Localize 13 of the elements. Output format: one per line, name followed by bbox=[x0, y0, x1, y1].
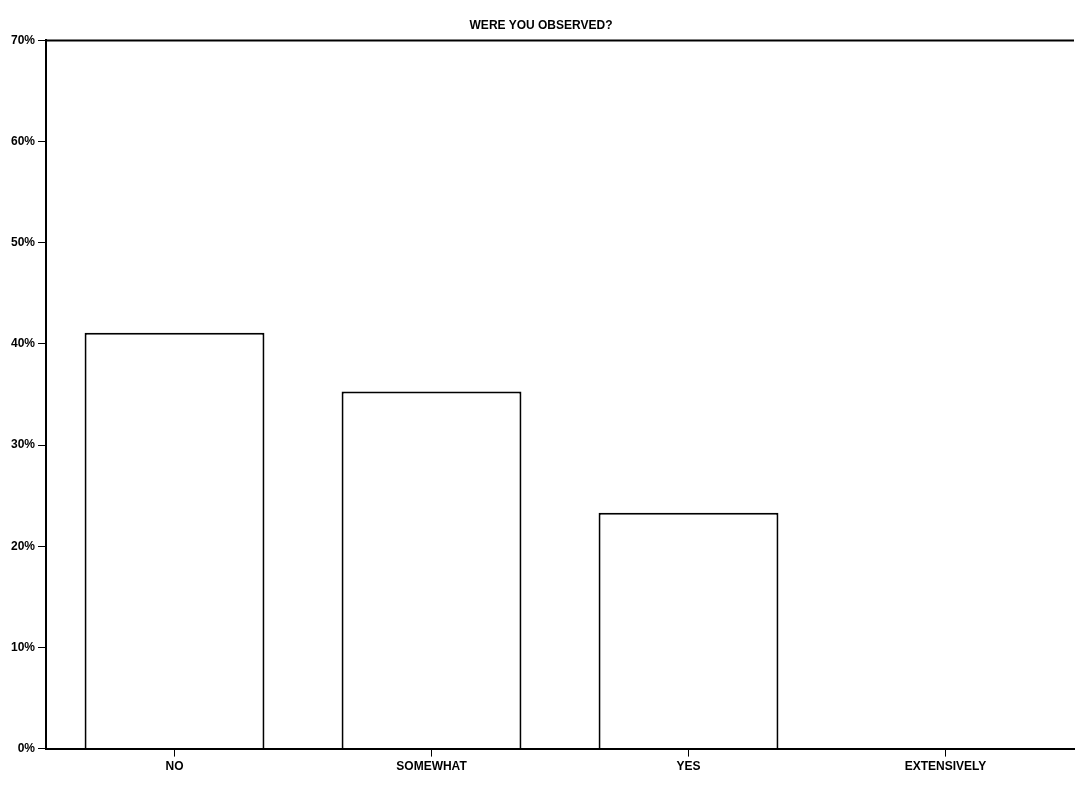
x-tick-label: SOMEWHAT bbox=[396, 759, 468, 774]
y-tick-label: 20% bbox=[10, 538, 36, 553]
y-tick-label: 0% bbox=[17, 740, 36, 755]
y-tick-label: 30% bbox=[10, 437, 36, 452]
y-tick-label: 10% bbox=[10, 639, 36, 654]
y-tick-label: 50% bbox=[10, 235, 36, 250]
x-tick-label: EXTENSIVELY bbox=[904, 759, 987, 774]
y-tick-label: 60% bbox=[10, 133, 36, 148]
chart-title: WERE YOU OBSERVED? bbox=[469, 17, 613, 32]
x-tick-label: YES bbox=[676, 759, 701, 774]
x-tick-label: NO bbox=[165, 759, 184, 774]
y-tick-label: 40% bbox=[10, 336, 36, 351]
y-tick-label: 70% bbox=[10, 32, 36, 47]
